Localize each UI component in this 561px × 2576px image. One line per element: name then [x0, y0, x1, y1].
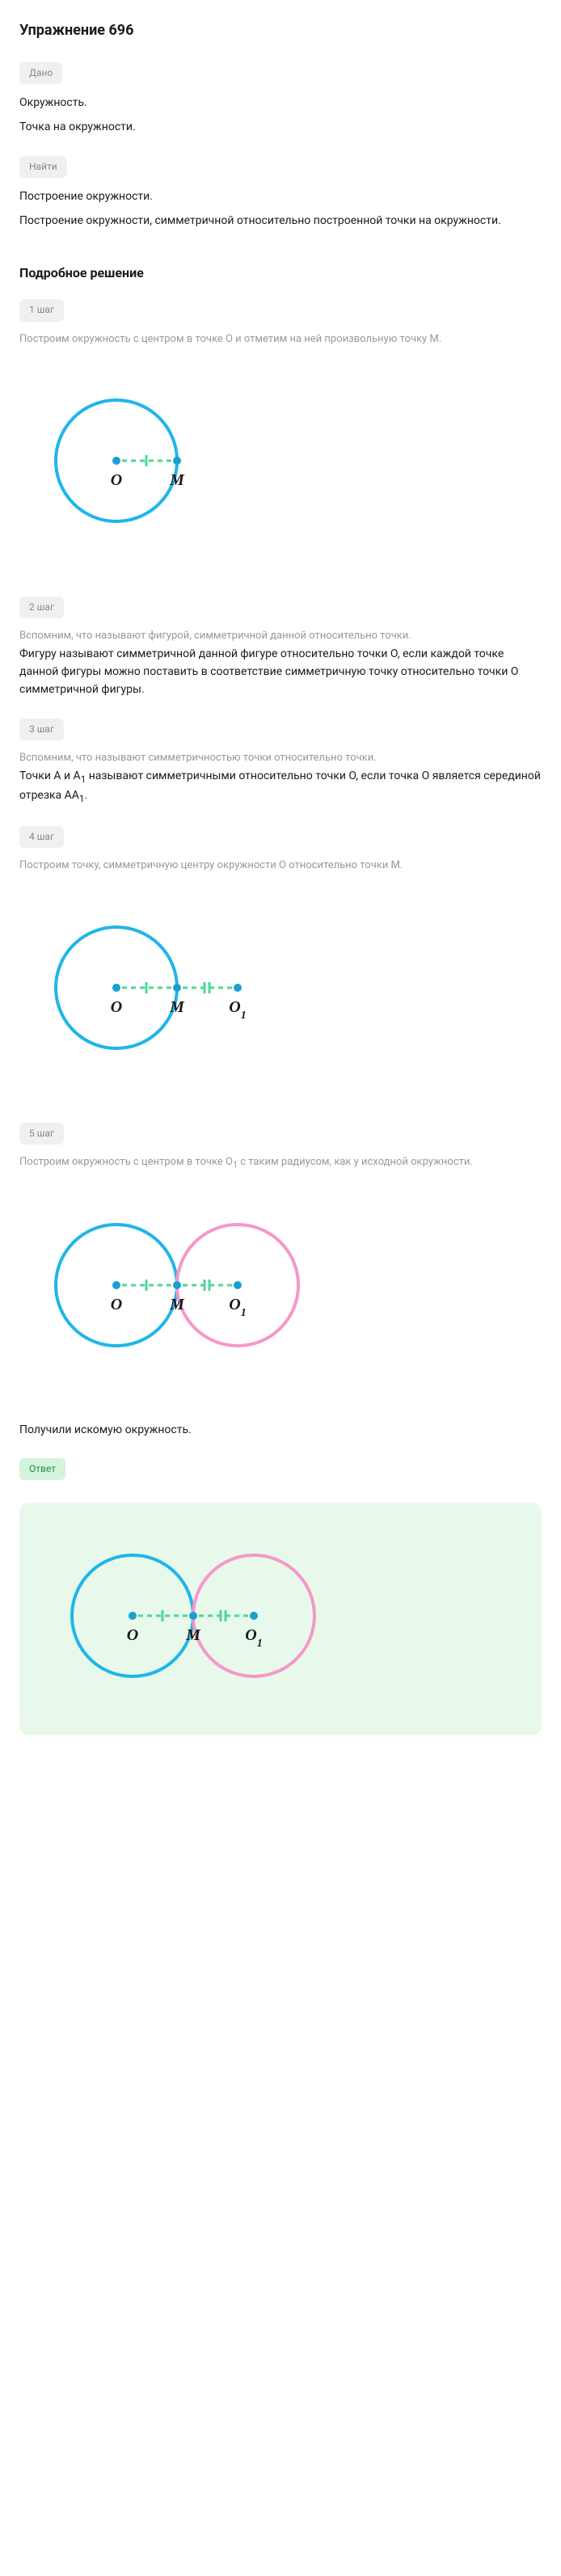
step-5-tag: 5 шаг — [19, 1123, 64, 1145]
exercise-title: Упражнение 696 — [19, 19, 542, 43]
point-o1-2 — [234, 984, 242, 992]
diagram-3: O M O1 — [36, 1204, 542, 1372]
step-2-intro: Вспомним, что называют фигурой, симметри… — [19, 628, 542, 645]
step-5-pre: Построим окружность с центром в точке O — [19, 1156, 233, 1168]
step-2-body: Фигуру называют симметричной данной фигу… — [19, 645, 542, 699]
step-3-end: . — [84, 789, 87, 802]
find-tag: Найти — [19, 156, 67, 178]
label-m-ans: M — [185, 1626, 201, 1644]
label-o-2: O — [111, 998, 122, 1016]
step-3-mid: называют симметричными относительно точк… — [19, 769, 541, 802]
given-line-2: Точка на окружности. — [19, 118, 542, 136]
point-m — [173, 457, 181, 465]
label-m-3: M — [169, 1296, 185, 1313]
find-section: Найти Построение окружности. Построение … — [19, 156, 542, 230]
step-4-intro: Построим точку, симметричную центру окру… — [19, 858, 542, 875]
find-line-1: Построение окружности. — [19, 188, 542, 205]
step-3-body: Точки A и A1 называют симметричными отно… — [19, 767, 542, 807]
label-o1-3: O1 — [229, 1296, 246, 1319]
step-1-tag: 1 шаг — [19, 299, 64, 321]
point-o — [112, 457, 120, 465]
step-4-tag: 4 шаг — [19, 826, 64, 848]
given-line-1: Окружность. — [19, 94, 542, 112]
given-section: Дано Окружность. Точка на окружности. — [19, 62, 542, 137]
point-o-ans — [129, 1612, 137, 1620]
step-3-tag: 3 шаг — [19, 719, 64, 740]
point-o1-3 — [234, 1281, 242, 1289]
label-m-2: M — [169, 998, 185, 1016]
label-o-3: O — [111, 1296, 122, 1313]
step-5: 5 шаг Построим окружность с центром в то… — [19, 1123, 542, 1172]
step-3-pre: Точки A и A — [19, 769, 81, 782]
point-o-2 — [112, 984, 120, 992]
label-o1-ans: O1 — [245, 1626, 262, 1650]
given-tag: Дано — [19, 62, 62, 84]
step-1-intro: Построим окружность с центром в точке O … — [19, 331, 542, 348]
find-line-2: Построение окружности, симметричной отно… — [19, 212, 542, 230]
point-o-3 — [112, 1281, 120, 1289]
point-m-2 — [173, 984, 181, 992]
step-2: 2 шаг Вспомним, что называют фигурой, си… — [19, 597, 542, 699]
label-o: O — [111, 471, 122, 489]
step-5-intro: Построим окружность с центром в точке O1… — [19, 1154, 542, 1172]
answer-box: O M O1 — [19, 1503, 542, 1735]
diagram-answer: O M O1 — [36, 1535, 359, 1697]
point-m-3 — [173, 1281, 181, 1289]
point-m-ans — [189, 1612, 197, 1620]
label-o1-2: O1 — [229, 998, 246, 1022]
diagram-2: O M O1 — [36, 907, 542, 1074]
diagram-1: O M — [36, 380, 542, 547]
step-3: 3 шаг Вспомним, что называют симметрично… — [19, 719, 542, 807]
label-m: M — [169, 471, 185, 489]
solution-title: Подробное решение — [19, 263, 542, 284]
step-5-end: с таким радиусом, как у исходной окружно… — [238, 1156, 473, 1168]
step-3-intro: Вспомним, что называют симметричностью т… — [19, 750, 542, 767]
answer-tag: Ответ — [19, 1458, 65, 1480]
point-o1-ans — [250, 1612, 258, 1620]
step-2-tag: 2 шаг — [19, 597, 64, 618]
step-4: 4 шаг Построим точку, симметричную центр… — [19, 826, 542, 875]
result-text: Получили искомую окружность. — [19, 1421, 542, 1439]
step-1: 1 шаг Построим окружность с центром в то… — [19, 299, 542, 348]
label-o-ans: O — [127, 1626, 138, 1644]
